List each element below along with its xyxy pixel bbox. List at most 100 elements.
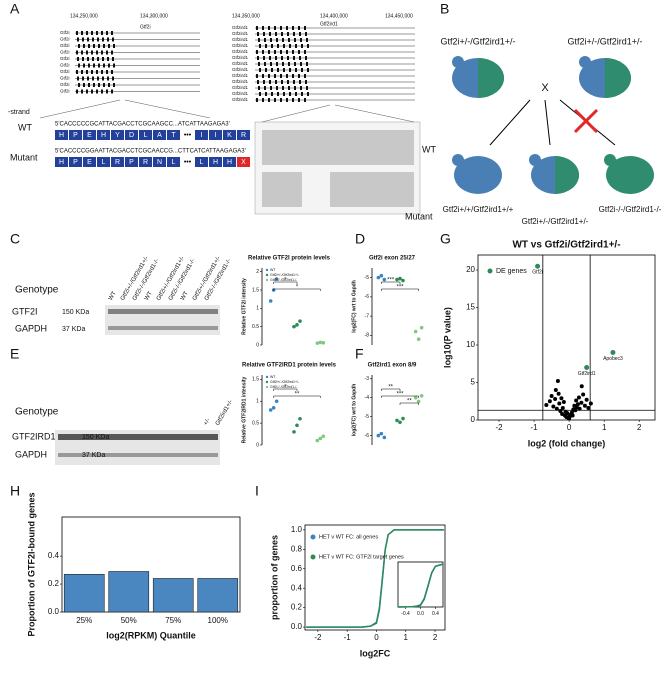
- amino-acid: H: [227, 159, 232, 166]
- exon: [106, 70, 108, 74]
- data-point: [318, 340, 323, 345]
- amino-acid: H: [101, 132, 106, 139]
- igv-reads: [330, 172, 414, 207]
- x-tick-label: 2: [637, 423, 642, 432]
- exon: [77, 37, 79, 42]
- row-label: Mutant: [10, 152, 38, 162]
- exon: [86, 70, 88, 74]
- x-tick-label: 75%: [165, 616, 181, 625]
- y-tick-label: 1: [256, 399, 259, 405]
- exon: [274, 50, 276, 54]
- data-point: [553, 388, 558, 392]
- point-label: Gtf2ird1: [578, 371, 596, 377]
- coordinate: 134,250,000: [70, 13, 98, 19]
- amino-acid-box: [139, 157, 152, 167]
- y-tick-label: 0.4: [48, 551, 60, 560]
- exon: [88, 63, 90, 68]
- y-tick-label: -5: [365, 414, 370, 420]
- data-point: [416, 337, 421, 342]
- data-point: [560, 406, 565, 410]
- amino-acid-box: [55, 130, 68, 140]
- coordinate: 134,400,000: [320, 13, 348, 19]
- track-label: Gtf2ird1: [232, 43, 249, 48]
- track-label: Gtf2i: [60, 69, 70, 74]
- exon: [274, 74, 276, 78]
- exon: [113, 63, 115, 68]
- chart-title: Relative GTF2I protein levels: [248, 256, 331, 262]
- exon: [256, 26, 258, 30]
- significance-bracket: [399, 402, 419, 405]
- exon: [82, 57, 84, 61]
- exon: [91, 50, 93, 55]
- amino-acid: •••: [184, 159, 192, 166]
- exon: [93, 63, 95, 68]
- x-axis-label: log2 (fold change): [528, 438, 606, 448]
- data-point: [413, 395, 418, 400]
- blot-band: [108, 326, 218, 330]
- amino-acid-box: [237, 157, 250, 167]
- plot-frame: [304, 524, 446, 631]
- exon: [275, 80, 277, 84]
- exon: [294, 86, 296, 90]
- exon: [98, 44, 100, 48]
- data-point: [559, 396, 564, 401]
- gene-name: Gtf2ird1: [320, 21, 338, 27]
- exon: [305, 56, 307, 60]
- y-tick-label: 5: [471, 378, 476, 387]
- exon: [87, 37, 89, 42]
- lane-label: WT: [108, 290, 118, 301]
- exon: [286, 50, 288, 54]
- data-point: [295, 423, 299, 428]
- exon: [283, 92, 285, 96]
- data-point: [582, 403, 587, 408]
- data-point: [376, 433, 381, 438]
- exon: [301, 92, 303, 96]
- row-label: WT: [422, 144, 436, 154]
- exon: [257, 80, 259, 84]
- exon: [257, 56, 259, 60]
- track-label: Gtf2i: [60, 50, 70, 55]
- y-axis-label: log2(FC) wrt to Gapdh: [351, 280, 357, 333]
- amino-acid-box: [69, 157, 82, 167]
- blot-label: GTF2I: [12, 306, 38, 316]
- legend-label: Gtf2i-/-/Gtf2ird1-/-: [270, 385, 298, 389]
- data-point: [581, 392, 586, 397]
- exon: [108, 83, 110, 87]
- exon: [82, 37, 84, 42]
- data-point: [588, 401, 593, 406]
- y-tick-label: 15: [466, 303, 475, 312]
- exon: [108, 63, 110, 68]
- legend-label: DE genes: [496, 268, 527, 275]
- data-point: [298, 416, 302, 421]
- exon: [103, 63, 105, 68]
- x-tick-label: 2: [433, 633, 438, 642]
- track-label: Gtf2ird1: [232, 25, 249, 30]
- legend-label: WT: [270, 268, 276, 272]
- x-tick-label: -2: [314, 633, 322, 642]
- x-tick-label: 0: [374, 633, 379, 642]
- exon: [83, 83, 85, 87]
- exon: [293, 32, 295, 36]
- legend-label: Gtf2i+/-/Gtf2ird1+/-: [270, 380, 300, 384]
- significance-bracket: [273, 288, 321, 291]
- track-label: Gtf2ird1: [232, 79, 249, 84]
- mouse: [604, 154, 654, 194]
- exon: [274, 26, 276, 30]
- exon: [106, 31, 108, 35]
- y-axis-label: Relative GTF2IRD1 intensity: [241, 376, 247, 443]
- x-tick-label: 100%: [208, 616, 228, 625]
- blot-size: 37 KDa: [62, 326, 85, 333]
- amino-acid: N: [157, 159, 162, 166]
- data-point: [565, 411, 570, 416]
- exon: [300, 86, 302, 90]
- track-label: Gtf2ird1: [232, 37, 249, 42]
- exon: [264, 86, 266, 90]
- exon: [93, 44, 95, 48]
- significance-bracket: [381, 388, 401, 391]
- data-point: [271, 406, 276, 410]
- y-tick-label: 1.5: [252, 377, 259, 383]
- data-point: [579, 400, 584, 405]
- data-point: [292, 430, 296, 434]
- exon: [304, 98, 306, 102]
- track-label: Gtf2ird1: [232, 97, 249, 102]
